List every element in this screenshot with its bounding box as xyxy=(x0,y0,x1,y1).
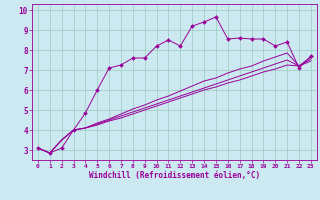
X-axis label: Windchill (Refroidissement éolien,°C): Windchill (Refroidissement éolien,°C) xyxy=(89,171,260,180)
